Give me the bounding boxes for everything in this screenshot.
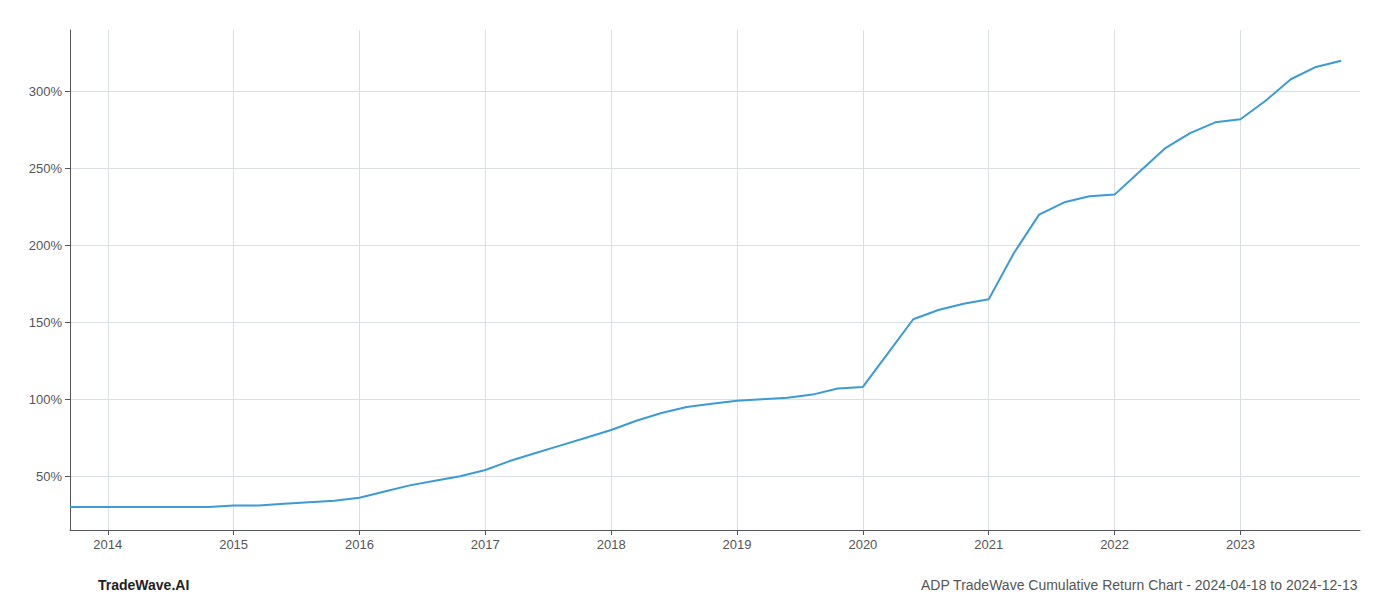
svg-text:200%: 200% — [29, 238, 63, 253]
svg-text:TradeWave.AI: TradeWave.AI — [98, 577, 189, 593]
svg-text:300%: 300% — [29, 84, 63, 99]
svg-text:2019: 2019 — [723, 537, 752, 552]
svg-text:2022: 2022 — [1100, 537, 1129, 552]
svg-text:50%: 50% — [36, 469, 62, 484]
svg-text:150%: 150% — [29, 315, 63, 330]
svg-text:2016: 2016 — [345, 537, 374, 552]
svg-text:2015: 2015 — [219, 537, 248, 552]
svg-text:ADP TradeWave Cumulative Retur: ADP TradeWave Cumulative Return Chart - … — [921, 577, 1358, 593]
svg-text:2017: 2017 — [471, 537, 500, 552]
svg-text:2014: 2014 — [93, 537, 122, 552]
svg-text:100%: 100% — [29, 392, 63, 407]
svg-text:2021: 2021 — [974, 537, 1003, 552]
svg-text:2018: 2018 — [597, 537, 626, 552]
svg-text:2020: 2020 — [848, 537, 877, 552]
svg-text:2023: 2023 — [1226, 537, 1255, 552]
svg-text:250%: 250% — [29, 161, 63, 176]
